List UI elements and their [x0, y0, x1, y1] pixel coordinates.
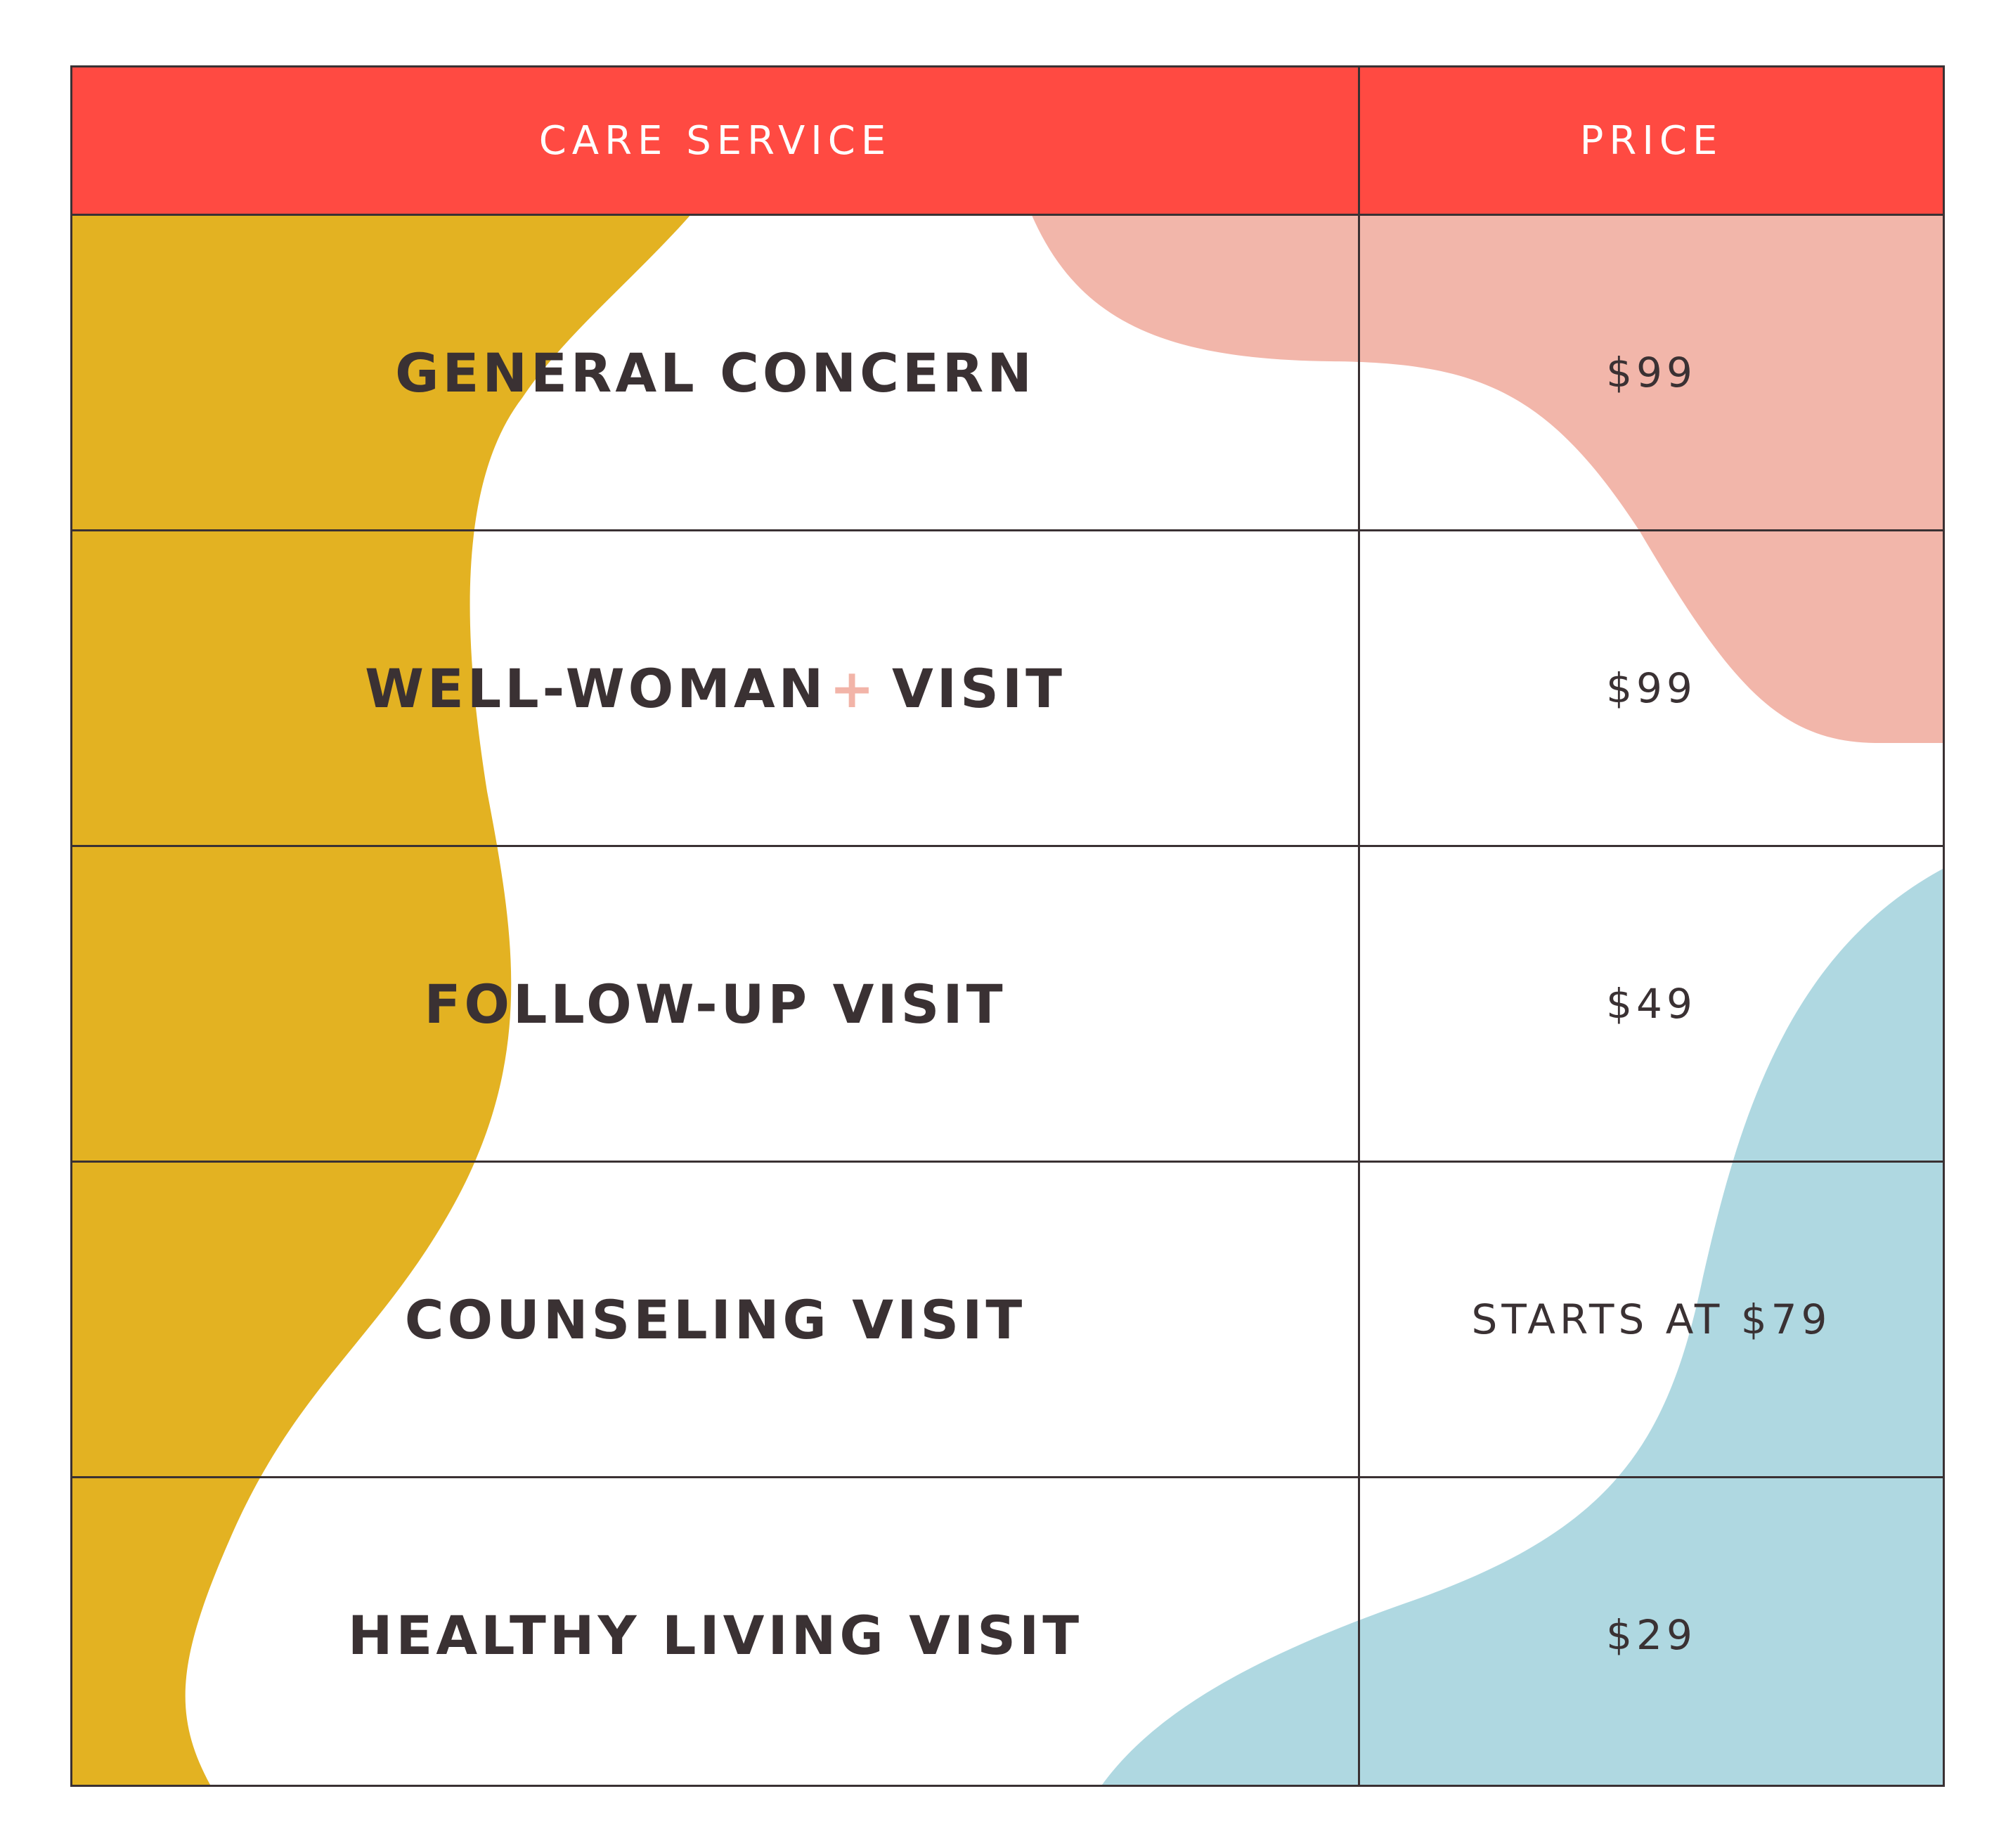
- service-price: STARTS AT $79: [1471, 1295, 1832, 1343]
- price-column-header: PRICE: [1579, 117, 1723, 164]
- service-name: COUNSELING VISIT: [404, 1288, 1026, 1351]
- service-price: $99: [1606, 349, 1697, 396]
- service-name: HEALTHY LIVING VISIT: [347, 1603, 1083, 1667]
- table-row-general-concern: GENERAL CONCERN $99: [72, 216, 1943, 529]
- service-name-suffix: VISIT: [891, 657, 1066, 720]
- table-row-follow-up-visit: FOLLOW-UP VISIT $49: [72, 847, 1943, 1161]
- column-divider: [1358, 67, 1360, 1785]
- table-header-row: CARE SERVICE PRICE: [72, 67, 1943, 216]
- table-row-counseling-visit: COUNSELING VISIT STARTS AT $79: [72, 1163, 1943, 1476]
- service-name: GENERAL CONCERN: [395, 341, 1035, 404]
- pink-wave-shape: [1031, 214, 1943, 743]
- service-price: $99: [1606, 664, 1697, 712]
- row-divider: [72, 1476, 1943, 1478]
- plus-mark: +: [829, 657, 878, 720]
- blue-wave-shape: [1102, 869, 1943, 1785]
- table-row-well-woman-visit: WELL-WOMAN + VISIT $99: [72, 531, 1943, 845]
- service-price: $49: [1606, 980, 1697, 1028]
- care-service-column-header: CARE SERVICE: [538, 117, 892, 164]
- table-row-healthy-living-visit: HEALTHY LIVING VISIT $29: [72, 1478, 1943, 1785]
- service-name: WELL-WOMAN + VISIT: [72, 531, 1358, 845]
- service-name-main: WELL-WOMAN: [365, 657, 827, 720]
- mustard-wave-shape: [72, 214, 692, 1785]
- row-divider: [72, 845, 1943, 847]
- row-divider: [72, 529, 1943, 531]
- decorative-background-shapes: [72, 214, 1943, 1785]
- service-price: $29: [1606, 1611, 1697, 1659]
- service-name: FOLLOW-UP VISIT: [424, 972, 1006, 1035]
- pricing-table: CARE SERVICE PRICE GENERAL CONCERN $99 W…: [70, 65, 1945, 1787]
- row-divider: [72, 1161, 1943, 1163]
